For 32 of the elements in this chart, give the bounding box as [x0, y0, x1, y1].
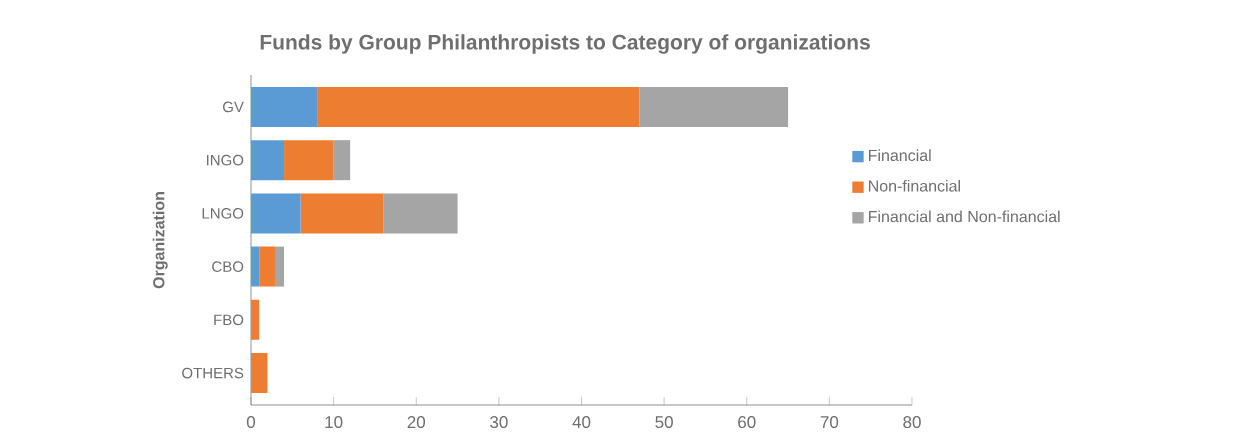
x-tick-label: 60	[738, 416, 756, 429]
y-tick-label: CBO	[212, 261, 244, 272]
y-axis-title: Organization	[152, 192, 168, 289]
x-tick-label: 0	[246, 416, 256, 429]
bar	[259, 246, 276, 287]
bar	[251, 353, 268, 394]
x-tick-label: 40	[572, 416, 591, 429]
y-tick-label: INGO	[206, 154, 244, 166]
bar	[383, 193, 458, 234]
y-tick-label: LNGO	[202, 208, 244, 219]
bar	[317, 86, 640, 127]
y-tick-label: OTHERS	[182, 367, 244, 379]
x-tick-label: 70	[820, 416, 839, 429]
bar	[300, 193, 384, 234]
x-tick-label: 10	[325, 416, 343, 429]
bar	[251, 86, 318, 127]
chart-title: Funds by Group Philanthropists to Category of organizations	[260, 34, 870, 54]
x-tick-label: 30	[490, 416, 508, 429]
legend-label: Financial and Non-financial	[868, 210, 1060, 223]
bar	[639, 86, 789, 127]
bar	[275, 246, 285, 287]
legend-label: Financial	[868, 149, 931, 162]
y-tick-label: GV	[223, 101, 244, 113]
x-tick-label: 50	[655, 416, 673, 429]
y-tick-label: FBO	[214, 314, 244, 326]
x-tick-label: 80	[903, 416, 921, 429]
x-tick-label: 20	[407, 416, 426, 429]
bar	[251, 140, 285, 181]
bar	[333, 140, 351, 181]
bar	[284, 140, 334, 181]
bar	[251, 193, 301, 234]
legend-label: Non-financial	[868, 179, 960, 192]
